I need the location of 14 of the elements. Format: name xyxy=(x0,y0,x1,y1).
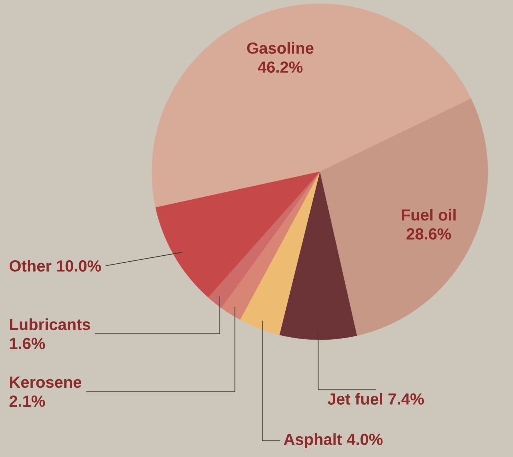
slice-label: Gasoline xyxy=(247,42,314,54)
slice-label: Lubricants xyxy=(10,318,90,330)
slice-label: Asphalt xyxy=(284,434,342,448)
slice-label: Other xyxy=(10,260,52,272)
data-label: 7.4% xyxy=(388,394,424,405)
slice-label: Fuel oil xyxy=(402,209,456,221)
data-label: 10.0% xyxy=(57,260,102,272)
data-label: 1.6% xyxy=(10,338,46,350)
data-label: 4.0% xyxy=(347,434,383,446)
data-label: 28.6% xyxy=(406,228,452,240)
slice-label: Kerosene xyxy=(10,376,82,388)
slice-label: Jet fuel xyxy=(328,393,382,405)
data-label: 2.1% xyxy=(10,396,46,408)
data-label: 46.2% xyxy=(258,62,303,74)
